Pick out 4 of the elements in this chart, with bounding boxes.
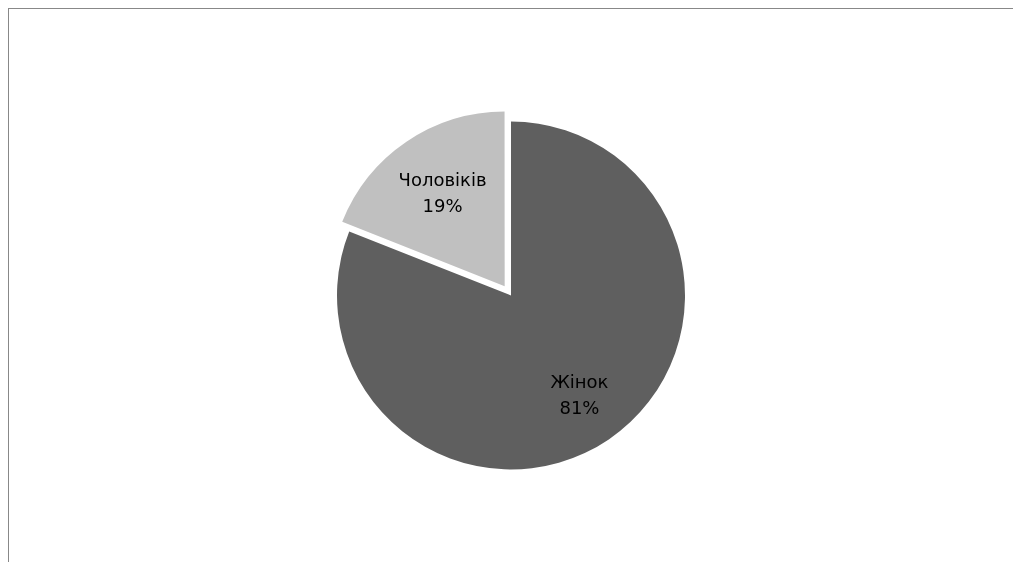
data-label: 81%: [559, 396, 600, 418]
data-label: 19%: [422, 195, 463, 217]
slice-label: Жінок: [550, 370, 609, 392]
slice-label: Чоловіків: [398, 169, 487, 191]
